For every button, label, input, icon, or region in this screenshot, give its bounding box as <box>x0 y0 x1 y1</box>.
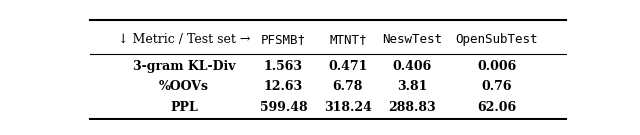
Text: 599.48: 599.48 <box>260 101 307 114</box>
Text: 12.63: 12.63 <box>264 80 303 93</box>
Text: ↓ Metric / Test set →: ↓ Metric / Test set → <box>118 33 250 46</box>
Text: 1.563: 1.563 <box>264 60 303 73</box>
Text: %OOVs: %OOVs <box>159 80 209 93</box>
Text: PPL: PPL <box>170 101 198 114</box>
Text: OpenSubTest: OpenSubTest <box>456 33 538 46</box>
Text: 62.06: 62.06 <box>477 101 516 114</box>
Text: 318.24: 318.24 <box>324 101 372 114</box>
Text: 3.81: 3.81 <box>397 80 428 93</box>
Text: MTNT†: MTNT† <box>329 33 367 46</box>
Text: PFSMB†: PFSMB† <box>261 33 306 46</box>
Text: NeswTest: NeswTest <box>382 33 442 46</box>
Text: 0.471: 0.471 <box>328 60 367 73</box>
Text: 288.83: 288.83 <box>388 101 436 114</box>
Text: 0.406: 0.406 <box>393 60 432 73</box>
Text: 6.78: 6.78 <box>333 80 363 93</box>
Text: 3-gram KL-Div: 3-gram KL-Div <box>133 60 236 73</box>
Text: 0.76: 0.76 <box>481 80 512 93</box>
Text: 0.006: 0.006 <box>477 60 516 73</box>
